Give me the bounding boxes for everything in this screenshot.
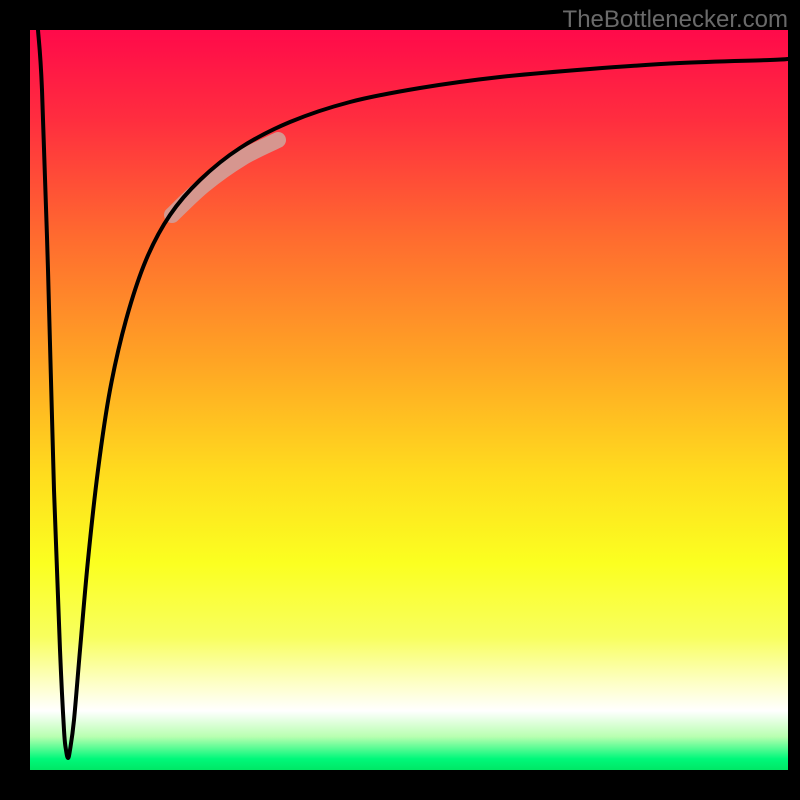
highlight-band — [172, 140, 278, 215]
curve-layer — [30, 30, 788, 770]
plot-area — [30, 30, 788, 770]
bottleneck-curve — [38, 30, 788, 758]
